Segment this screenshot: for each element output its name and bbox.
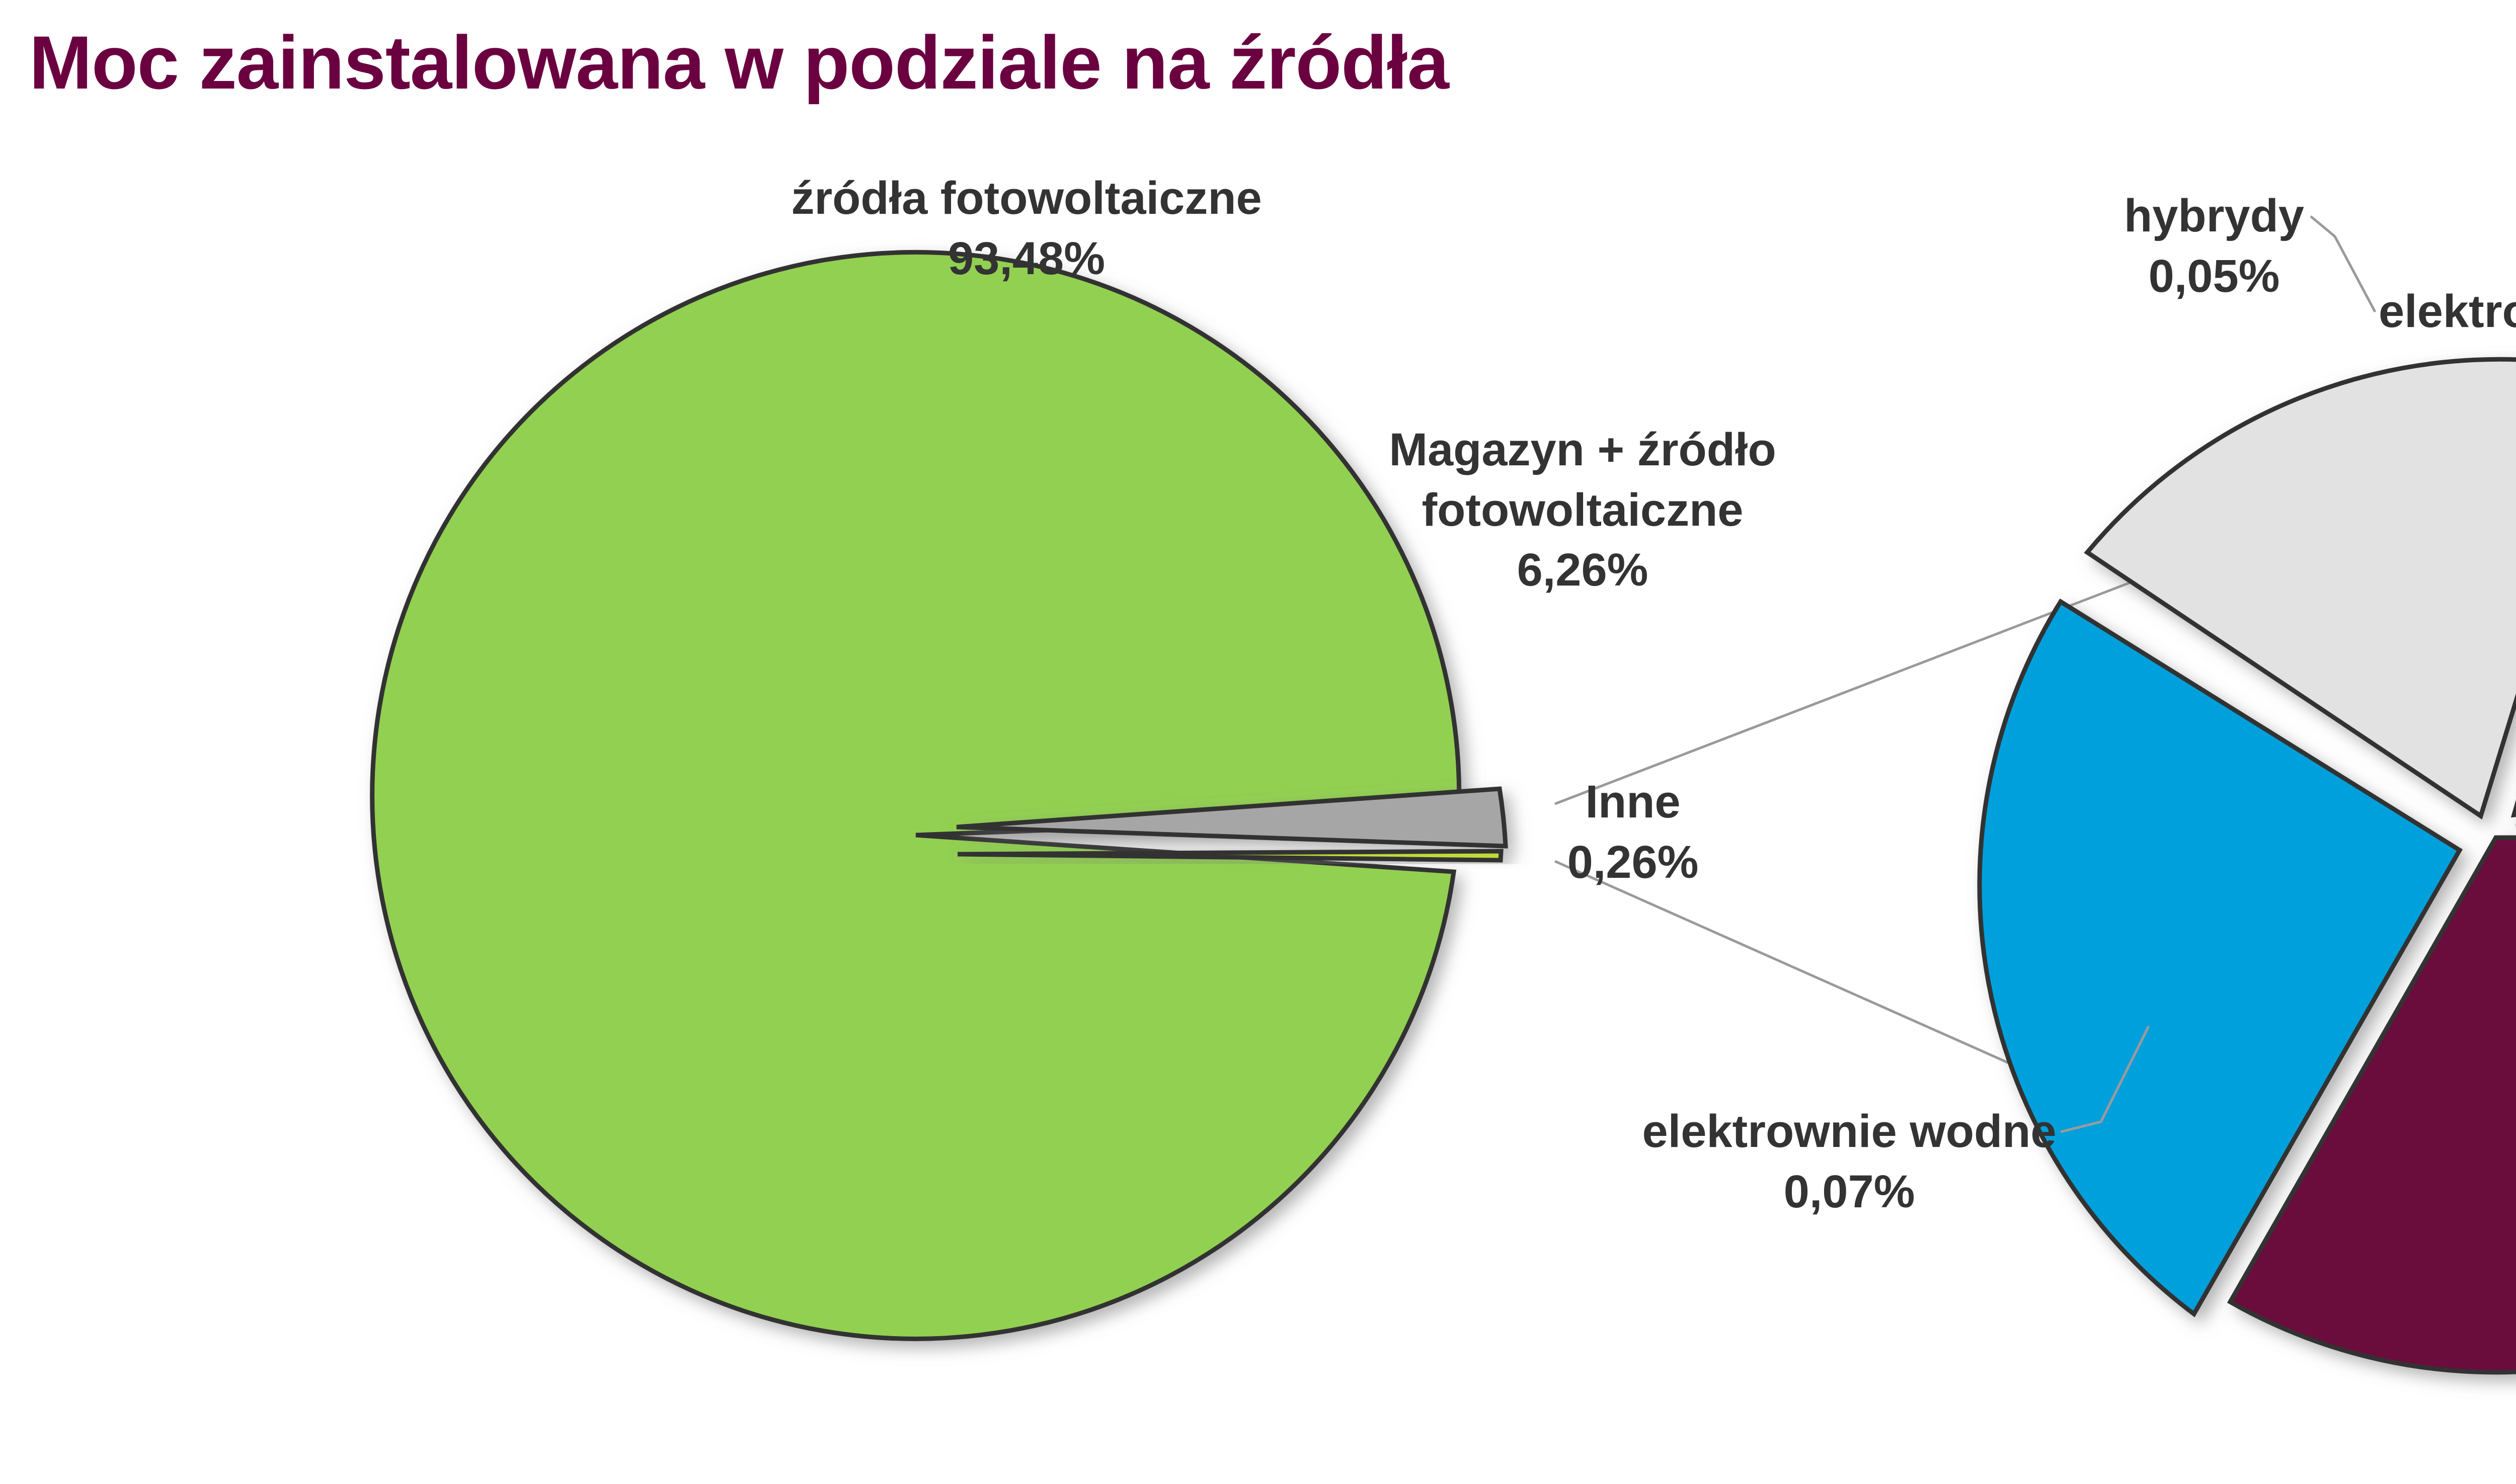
label-hydro-value: 0,07% — [1783, 1166, 1915, 1217]
label-other-name: Inne — [1585, 776, 1681, 828]
label-hybrid-value: 0,05% — [2148, 250, 2280, 302]
label-pv-value: 93,48% — [948, 232, 1106, 284]
page-title: Moc zainstalowana w podziale na źródła — [29, 20, 1449, 105]
label-biogas-value: 0,04% — [2352, 342, 2516, 402]
main-pie — [370, 250, 1508, 1341]
label-hydro-name: elektrownie wodne — [1642, 1106, 2057, 1157]
breakout-pie — [1977, 357, 2516, 1375]
label-other-value: 0,26% — [1567, 836, 1699, 888]
breakout-slice-hybrid[interactable] — [2084, 357, 2516, 820]
label-pv: źródła fotowoltaiczne 93,48% — [775, 169, 1278, 289]
label-biogas-name: elektrownie na biogaz — [2379, 286, 2516, 337]
breakout-slice-inne[interactable] — [2227, 835, 2516, 1375]
label-biogas: elektrownie na biogaz 0,04% — [2352, 282, 2516, 402]
breakout-slice-biogas[interactable] — [2510, 365, 2516, 818]
main-slice-pv[interactable] — [370, 250, 1462, 1341]
label-hybrid: hybrydy 0,05% — [2078, 186, 2350, 306]
label-storage-pv-name: Magazyn + źródło — [1389, 424, 1776, 475]
label-storage-pv-value: 6,26% — [1517, 544, 1648, 596]
label-storage-pv: Magazyn + źródło fotowoltaiczne 6,26% — [1349, 420, 1817, 601]
label-other: Inne 0,26% — [1527, 772, 1739, 892]
breakout-slice-hydro[interactable] — [1977, 598, 2463, 1317]
label-hydro: elektrownie wodne 0,07% — [1623, 1102, 2076, 1222]
main-slice-storage-pv[interactable] — [956, 786, 1508, 849]
label-leader-lines — [2060, 215, 2377, 1133]
label-storage-pv-name2: fotowoltaiczne — [1422, 484, 1744, 536]
label-hybrid-name: hybrydy — [2124, 190, 2304, 241]
main-slice-other[interactable] — [957, 849, 1504, 863]
label-pv-name: źródła fotowoltaiczne — [791, 173, 1262, 224]
